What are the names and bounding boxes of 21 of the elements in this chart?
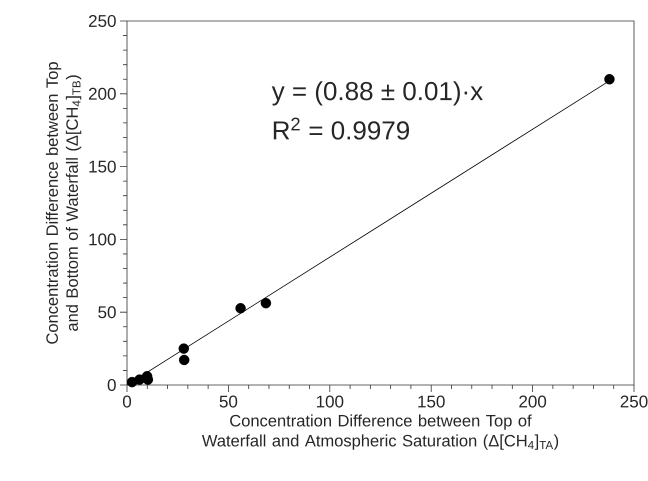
y-tick-label: 50 bbox=[98, 306, 116, 318]
point bbox=[260, 298, 272, 308]
point bbox=[604, 74, 615, 84]
x-tick-label: 200 bbox=[519, 396, 546, 408]
x-axis-title: Concentration Difference between Top of Waterfall and Atmospheric Saturation (Δ[CH$_{4}$]$_{TA}$) bbox=[202, 414, 558, 450]
x-tick-label: 250 bbox=[620, 396, 648, 408]
x-tick-label: 0 bbox=[122, 396, 132, 408]
x-tick-label: 150 bbox=[418, 396, 445, 408]
point bbox=[235, 303, 246, 314]
y-tick-label: 150 bbox=[89, 160, 116, 173]
y-tick-label: 0 bbox=[108, 378, 116, 392]
y-axis-title: Concentration Difference between Top and Bottom of Waterfall (Δ[CH$_{4}$]$_{TB}$) bbox=[46, 62, 82, 344]
y-tick-label: 100 bbox=[89, 233, 116, 246]
x-tick-label: 50 bbox=[220, 396, 238, 408]
point bbox=[178, 343, 189, 354]
y-tick-label: 200 bbox=[88, 88, 116, 100]
point bbox=[178, 354, 190, 366]
y-tick-label: 250 bbox=[88, 14, 116, 28]
annotation: R$^{2}$ = 0.9979 bbox=[274, 118, 409, 140]
x-tick-label: 100 bbox=[316, 396, 344, 408]
annotation: y = (0.88 ± 0.01)·x bbox=[272, 81, 483, 106]
